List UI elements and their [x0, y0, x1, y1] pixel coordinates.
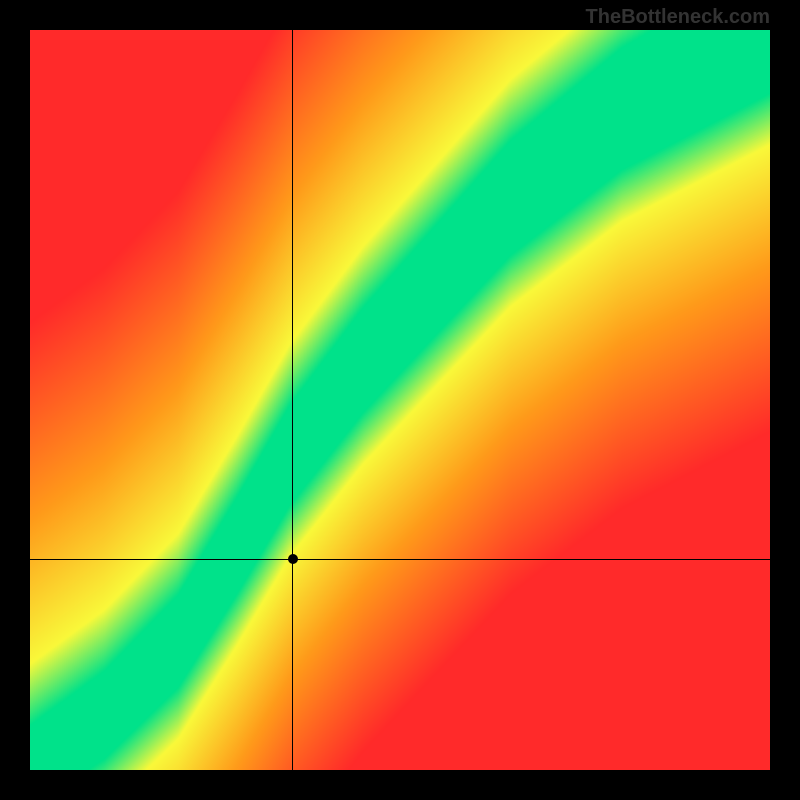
- marker-dot: [288, 554, 298, 564]
- watermark-text: TheBottleneck.com: [586, 6, 770, 29]
- heatmap-canvas: [30, 30, 770, 770]
- plot-area: [30, 30, 770, 770]
- crosshair-vertical: [292, 30, 293, 770]
- crosshair-horizontal: [30, 559, 770, 560]
